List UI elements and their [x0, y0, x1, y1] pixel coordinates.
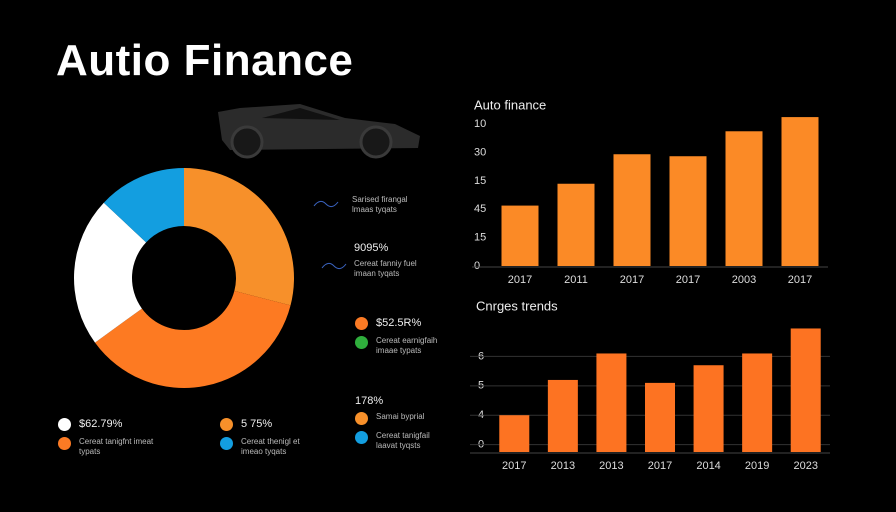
bar	[596, 353, 627, 452]
x-tick-label: 2011	[564, 274, 588, 286]
bar	[499, 415, 530, 452]
bar	[669, 156, 707, 266]
y-tick-label: 0	[474, 260, 480, 272]
x-tick-label: 2013	[551, 460, 575, 472]
x-tick-label: 2014	[696, 460, 720, 472]
bar	[742, 353, 773, 452]
x-tick-label: 2017	[502, 460, 526, 472]
y-tick-label: 15	[474, 175, 486, 187]
chart-title: Cnrges trends	[476, 298, 558, 313]
bar	[547, 379, 578, 452]
bar	[613, 154, 651, 266]
note-value: 5 75%	[241, 418, 273, 430]
note-line: Cereat earnigfaih imaae typats	[376, 336, 438, 355]
bar	[645, 382, 675, 452]
y-tick-label: 15	[474, 232, 486, 244]
note: $52.5R% Cereat earnigfaih imaae typats	[355, 317, 446, 362]
pie-slice	[103, 168, 184, 243]
bar	[557, 183, 595, 266]
page-title: Autio Finance	[56, 36, 354, 85]
x-tick-label: 2019	[745, 460, 769, 472]
x-tick-label: 2013	[599, 460, 623, 472]
note-line: Cereat tanigfnt imeat typats	[79, 437, 154, 456]
note: $62.79% Cereat tanigfnt imeat typats	[58, 418, 159, 463]
note-line: imaan tyqats	[354, 269, 400, 278]
note: 178% Samai byprial Cereat tanigfail laav…	[355, 396, 451, 457]
note-head: 178%	[355, 395, 384, 407]
note-line: lmaas tyqats	[352, 205, 397, 214]
bar	[693, 365, 724, 452]
pie-slice	[95, 290, 291, 388]
note-head: 9095%	[354, 242, 389, 254]
note-line: Sarised firangal	[352, 195, 408, 204]
x-tick-label: 2017	[676, 274, 700, 286]
x-tick-label: 2017	[508, 274, 532, 286]
squiggle	[313, 200, 339, 208]
bar	[790, 328, 821, 452]
note: 9095% Cereat fanniy fuel imaan tyqats	[354, 243, 417, 279]
x-tick-label: 2017	[648, 460, 672, 472]
y-tick-label: 45	[474, 203, 486, 215]
note-value: $52.5R%	[376, 317, 422, 329]
squiggle	[321, 262, 347, 270]
car-illustration	[218, 104, 420, 159]
note-value: $62.79%	[79, 418, 123, 430]
note: 5 75% Cereat thenigl et imeao tyqats	[220, 418, 316, 463]
y-tick-label: 10	[474, 118, 486, 130]
x-tick-label: 2017	[788, 274, 812, 286]
x-tick-label: 2023	[793, 460, 817, 472]
note-line: Cereat thenigl et imeao tyqats	[241, 437, 300, 456]
chart-title: Auto finance	[474, 97, 546, 112]
x-tick-label: 2003	[732, 274, 756, 286]
bar	[725, 131, 763, 266]
bar	[501, 205, 539, 266]
pie-slice	[184, 168, 294, 306]
note: Sarised firangal lmaas tyqats	[352, 195, 408, 215]
note-line: Cereat tanigfail laavat tyqsts	[376, 431, 430, 450]
note-line: Cereat fanniy fuel	[354, 259, 417, 268]
bar	[781, 117, 819, 266]
pie-slice	[73, 202, 147, 343]
x-tick-label: 2017	[620, 274, 644, 286]
note-line: Samai byprial	[376, 412, 425, 421]
y-tick-label: 30	[474, 146, 486, 158]
